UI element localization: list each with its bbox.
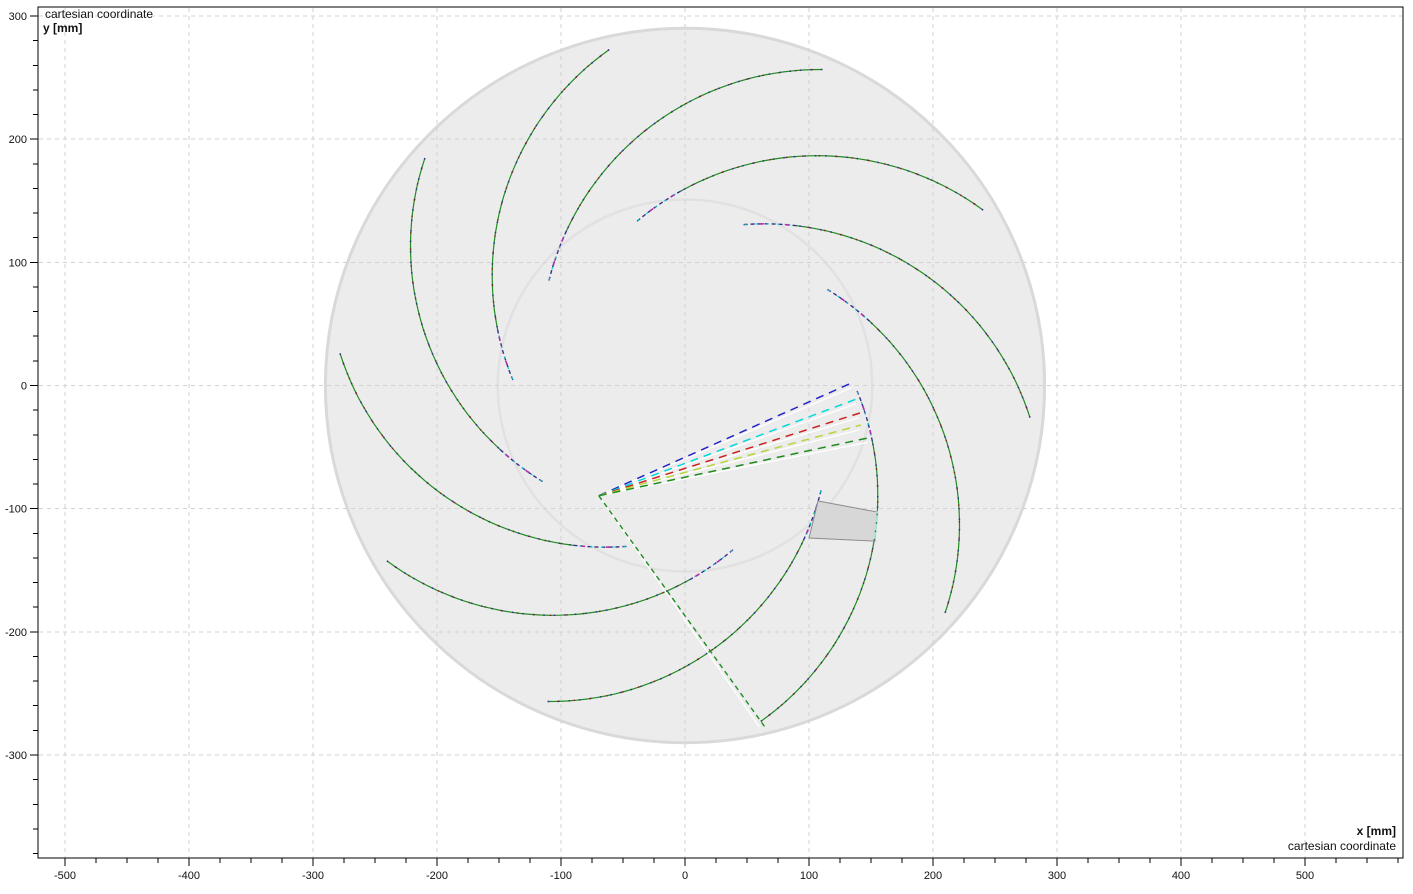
blade-magenta-marker — [862, 405, 865, 411]
y-axis-label: y [mm] — [43, 21, 83, 35]
x-tick-label: 500 — [1296, 870, 1314, 882]
x-tick-label: -100 — [550, 870, 572, 882]
x-tick-label: -200 — [426, 870, 448, 882]
blade-magenta-marker — [695, 573, 700, 577]
blade-cross-section — [808, 500, 879, 542]
x-tick-label: 100 — [800, 870, 818, 882]
x-tick-label: -400 — [178, 870, 200, 882]
blade-magenta-marker — [840, 297, 845, 302]
x-tick-label: 300 — [1048, 870, 1066, 882]
blade-magenta-marker — [670, 194, 675, 198]
y-tick-label: -100 — [5, 504, 27, 516]
blade-magenta-marker — [525, 469, 530, 474]
y-tick-label: 0 — [21, 381, 27, 393]
view-title-top: cartesian coordinate — [45, 7, 154, 21]
plot-frame — [37, 6, 1404, 859]
y-tick-label: 300 — [9, 11, 27, 23]
y-tick-label: 100 — [9, 257, 27, 269]
ray-blue — [598, 381, 853, 497]
ray-sector-green — [598, 495, 766, 727]
ray-green — [598, 436, 870, 497]
y-tick-label: -200 — [5, 627, 27, 639]
blade-magenta-marker — [716, 559, 721, 564]
x-tick-label: 0 — [682, 870, 688, 882]
construction-rays — [598, 381, 870, 728]
blade-magenta-marker — [869, 429, 872, 435]
blade-magenta-marker — [561, 237, 565, 242]
blade-magenta-marker — [552, 260, 556, 266]
blade-magenta-marker — [505, 360, 508, 366]
ray-yellowgreen — [598, 424, 862, 497]
x-tick-label: 400 — [1172, 870, 1190, 882]
y-tick-label: -300 — [5, 750, 27, 762]
blade-magenta-marker — [860, 313, 865, 318]
blade-magenta-marker — [805, 529, 809, 534]
blade-magenta-marker — [649, 207, 654, 212]
blade-magenta-marker — [498, 336, 501, 342]
view-title-bottom: cartesian coordinate — [1287, 839, 1396, 853]
x-tick-label: -300 — [302, 870, 324, 882]
ray-red — [598, 412, 861, 497]
blade-cross-section-quad — [808, 500, 878, 542]
x-tick-label: -500 — [54, 870, 76, 882]
x-axis-label: x [mm] — [1356, 824, 1396, 838]
axes-frame: -500 -400 -300 -200 -100 0 100 200 300 400 500 300 2… — [5, 6, 1404, 882]
blade-magenta-marker — [505, 453, 510, 458]
x-tick-label: 200 — [924, 870, 942, 882]
ray-cyan — [598, 397, 858, 497]
grid-lines — [39, 8, 1402, 857]
y-tick-label: 200 — [9, 134, 27, 146]
impeller-blades — [339, 48, 1031, 723]
